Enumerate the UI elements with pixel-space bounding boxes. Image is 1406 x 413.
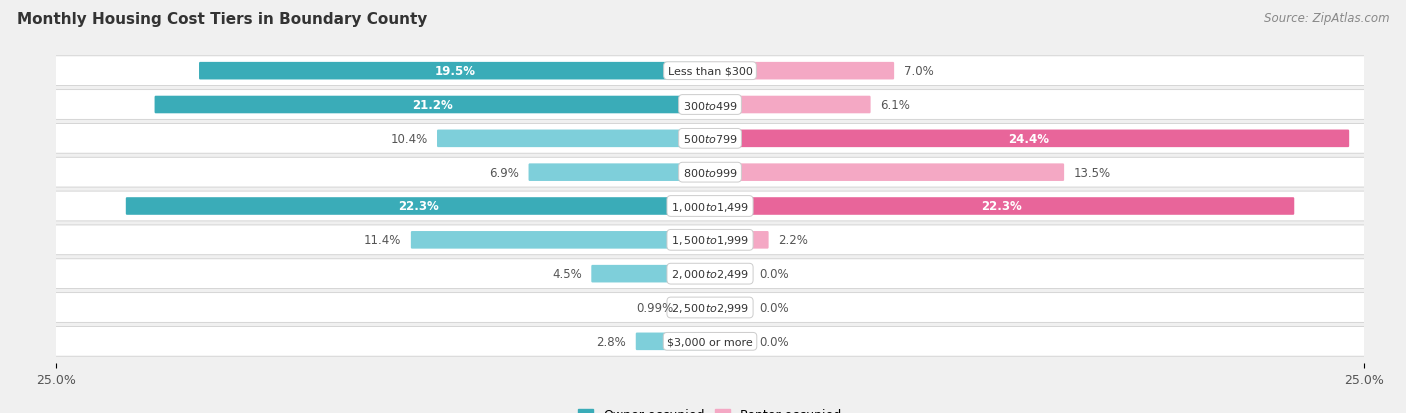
Text: $800 to $999: $800 to $999 <box>682 167 738 179</box>
FancyBboxPatch shape <box>709 164 1064 182</box>
Text: $1,500 to $1,999: $1,500 to $1,999 <box>671 234 749 247</box>
Text: 13.5%: 13.5% <box>1074 166 1111 179</box>
FancyBboxPatch shape <box>49 158 1371 188</box>
Text: $3,000 or more: $3,000 or more <box>668 337 752 347</box>
Text: 2.2%: 2.2% <box>778 234 808 247</box>
Text: 4.5%: 4.5% <box>553 268 582 280</box>
Text: 6.1%: 6.1% <box>880 99 910 112</box>
FancyBboxPatch shape <box>125 198 711 215</box>
FancyBboxPatch shape <box>709 97 870 114</box>
Text: 22.3%: 22.3% <box>981 200 1022 213</box>
Text: $2,000 to $2,499: $2,000 to $2,499 <box>671 268 749 280</box>
Text: 11.4%: 11.4% <box>364 234 402 247</box>
FancyBboxPatch shape <box>709 130 1350 148</box>
Text: 0.0%: 0.0% <box>759 301 789 314</box>
FancyBboxPatch shape <box>411 231 711 249</box>
Text: 0.0%: 0.0% <box>759 268 789 280</box>
Text: $300 to $499: $300 to $499 <box>682 99 738 111</box>
Text: 24.4%: 24.4% <box>1008 133 1050 145</box>
FancyBboxPatch shape <box>155 97 711 114</box>
Text: 0.0%: 0.0% <box>759 335 789 348</box>
Text: $1,000 to $1,499: $1,000 to $1,499 <box>671 200 749 213</box>
Text: 10.4%: 10.4% <box>391 133 427 145</box>
FancyBboxPatch shape <box>49 327 1371 356</box>
Text: $2,500 to $2,999: $2,500 to $2,999 <box>671 301 749 314</box>
FancyBboxPatch shape <box>636 333 711 350</box>
Text: 21.2%: 21.2% <box>412 99 453 112</box>
FancyBboxPatch shape <box>709 299 751 316</box>
FancyBboxPatch shape <box>49 259 1371 289</box>
FancyBboxPatch shape <box>709 333 751 350</box>
FancyBboxPatch shape <box>709 265 751 283</box>
FancyBboxPatch shape <box>49 225 1371 255</box>
FancyBboxPatch shape <box>529 164 711 182</box>
Text: $500 to $799: $500 to $799 <box>682 133 738 145</box>
FancyBboxPatch shape <box>49 192 1371 221</box>
FancyBboxPatch shape <box>49 124 1371 154</box>
Text: 0.99%: 0.99% <box>637 301 673 314</box>
FancyBboxPatch shape <box>709 63 894 80</box>
FancyBboxPatch shape <box>683 299 711 316</box>
Text: 2.8%: 2.8% <box>596 335 626 348</box>
Text: Source: ZipAtlas.com: Source: ZipAtlas.com <box>1264 12 1389 25</box>
FancyBboxPatch shape <box>709 198 1295 215</box>
Text: 22.3%: 22.3% <box>398 200 439 213</box>
FancyBboxPatch shape <box>49 57 1371 86</box>
FancyBboxPatch shape <box>592 265 711 283</box>
FancyBboxPatch shape <box>437 130 711 148</box>
Text: 19.5%: 19.5% <box>434 65 475 78</box>
Text: 7.0%: 7.0% <box>904 65 934 78</box>
Text: Monthly Housing Cost Tiers in Boundary County: Monthly Housing Cost Tiers in Boundary C… <box>17 12 427 27</box>
FancyBboxPatch shape <box>49 293 1371 323</box>
FancyBboxPatch shape <box>709 231 769 249</box>
FancyBboxPatch shape <box>49 90 1371 120</box>
FancyBboxPatch shape <box>200 63 711 80</box>
Text: Less than $300: Less than $300 <box>668 66 752 76</box>
Text: 6.9%: 6.9% <box>489 166 519 179</box>
Legend: Owner-occupied, Renter-occupied: Owner-occupied, Renter-occupied <box>574 404 846 413</box>
